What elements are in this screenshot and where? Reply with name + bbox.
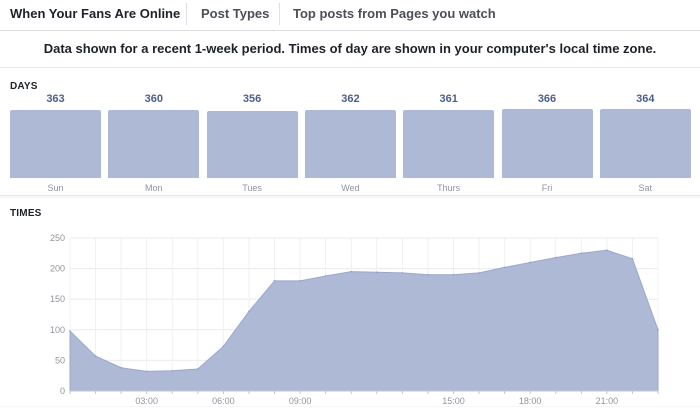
x-tick-label: 18:00: [519, 396, 542, 406]
y-tick-label: 150: [50, 294, 65, 304]
day-label: Fri: [541, 183, 553, 193]
hour-point: [94, 355, 97, 357]
tab-post-types[interactable]: Post Types: [201, 6, 270, 21]
hour-point: [299, 280, 301, 282]
day-label: Tues: [242, 183, 262, 193]
y-tick-label: 250: [50, 233, 65, 243]
hour-point: [401, 272, 404, 274]
x-tick-label: 15:00: [442, 396, 465, 406]
tab-bar: When Your Fans Are Online Post Types Top…: [0, 0, 700, 31]
times-panel: TIMES 0 50 100 150 200 250 03:00 06:00 09:00 15:0…: [0, 198, 700, 406]
day-label: Mon: [145, 183, 163, 193]
day-bar[interactable]: [501, 109, 593, 178]
hour-point: [631, 258, 634, 260]
y-tick-label: 0: [60, 386, 65, 396]
day-bar[interactable]: [599, 109, 691, 178]
fans-online-area: [69, 249, 659, 392]
time-zone-notice: Data shown for a recent 1-week period. T…: [43, 41, 657, 56]
day-bar[interactable]: [403, 109, 495, 178]
hour-point: [324, 275, 327, 277]
hour-point: [554, 256, 557, 259]
day-bar[interactable]: [10, 109, 101, 178]
day-value: 366: [537, 93, 557, 105]
tab-divider: [186, 3, 187, 25]
x-tick-label: 09:00: [289, 396, 312, 406]
x-tick-label: 03:00: [135, 396, 158, 406]
hour-point: [222, 345, 225, 348]
day-value: 356: [242, 93, 262, 105]
y-tick-label: 50: [55, 355, 65, 365]
y-tick-label: 200: [50, 264, 65, 274]
hour-point: [657, 329, 659, 331]
tab-divider: [279, 3, 280, 25]
times-area-chart: 0 50 100 150 200 250 03:00 06:00 09:00 15:00 18:00…: [50, 233, 659, 406]
hour-point: [145, 370, 148, 373]
days-panel: DAYS 363 Sun 360 Mon 356 Tues 362 Wed 361 Thurs 36…: [0, 68, 700, 196]
day-label: Wed: [341, 183, 360, 193]
hour-point: [529, 261, 531, 264]
x-tick-label: 21:00: [596, 396, 619, 406]
hour-point: [69, 330, 71, 332]
hour-point: [171, 370, 174, 372]
tab-fans-online[interactable]: When Your Fans Are Online: [10, 6, 181, 21]
hour-point: [427, 273, 429, 276]
hour-point: [452, 273, 455, 276]
tab-top-posts[interactable]: Top posts from Pages you watch: [293, 6, 496, 21]
hour-point: [503, 266, 506, 269]
times-section-label: TIMES: [10, 208, 42, 219]
hour-point: [350, 270, 353, 273]
days-section-label: DAYS: [10, 81, 38, 92]
hour-point: [580, 252, 583, 255]
y-tick-label: 100: [50, 325, 65, 335]
hour-point: [478, 272, 480, 274]
day-value: 362: [341, 93, 360, 105]
day-label: Sat: [638, 183, 653, 193]
day-bar[interactable]: [108, 110, 200, 178]
day-value: 364: [636, 93, 655, 105]
hour-point: [375, 271, 378, 274]
day-bar[interactable]: [304, 109, 396, 178]
hour-point: [197, 368, 199, 370]
day-label: Sun: [47, 183, 64, 193]
day-value: 363: [46, 93, 65, 105]
hour-point: [120, 366, 122, 369]
hour-point: [273, 280, 276, 282]
day-value: 360: [144, 93, 163, 105]
x-tick-label: 06:00: [212, 396, 235, 406]
notice-band: Data shown for a recent 1-week period. T…: [0, 31, 700, 67]
day-bar[interactable]: [206, 110, 298, 178]
hour-point: [606, 249, 608, 252]
day-value: 361: [439, 93, 458, 105]
day-label: Thurs: [437, 183, 461, 193]
hour-point: [248, 310, 250, 313]
